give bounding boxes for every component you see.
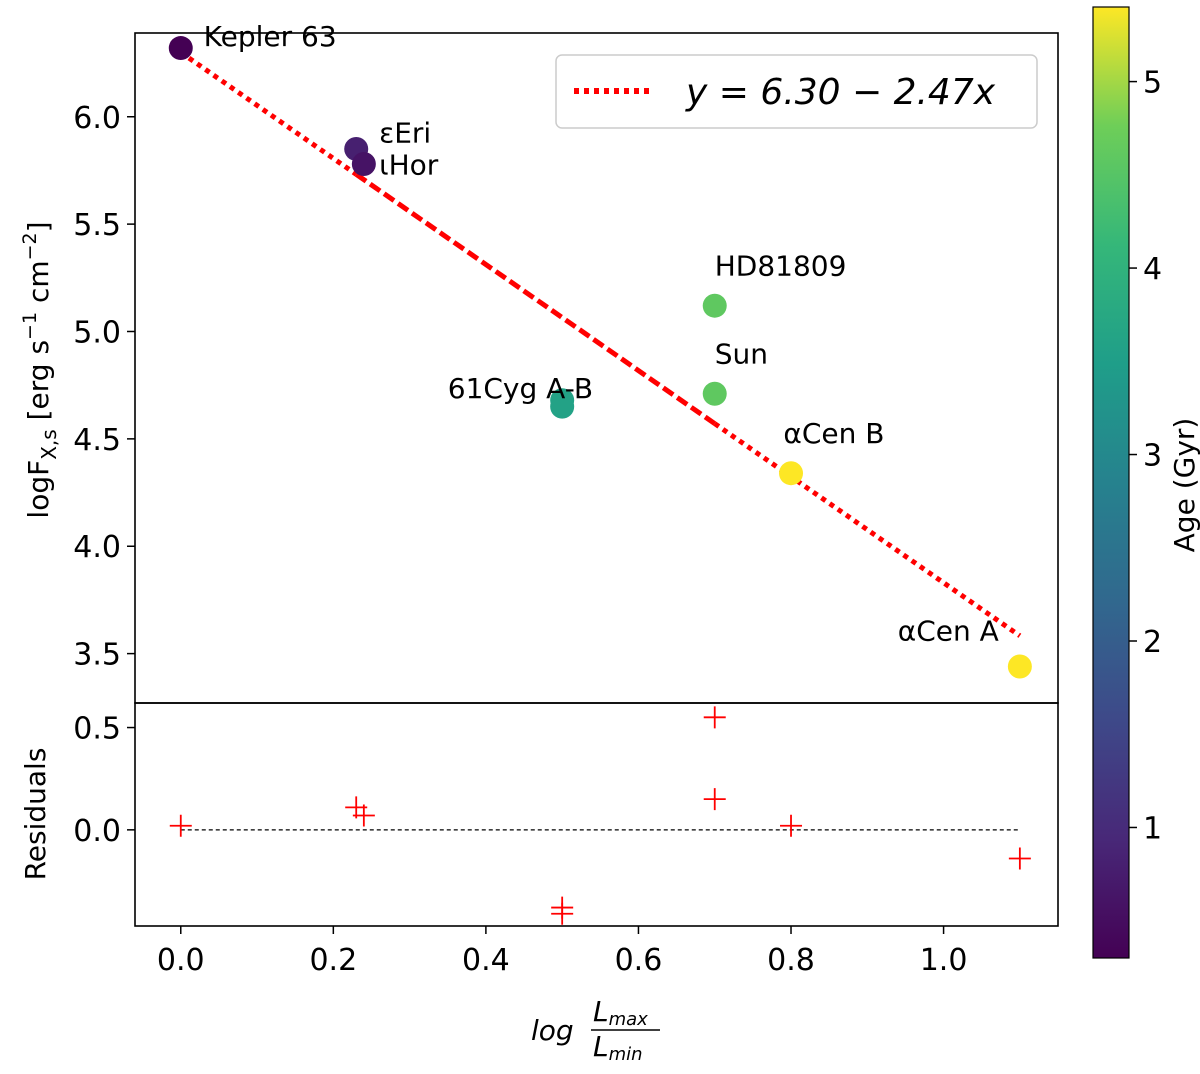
main-y-ticks: 3.5 4.0 4.5 5.0 5.5 6.0 (73, 101, 135, 673)
x-label: log Lmax Lmin (531, 995, 660, 1065)
colorbar-tick-label-2: 3 (1143, 439, 1162, 474)
point-label-3: 61Cyg A-B (448, 372, 593, 405)
residual-y-tick-label-0: 0.0 (73, 814, 121, 849)
residual-point-6 (703, 788, 726, 811)
x-tick-label-4: 0.8 (767, 943, 815, 978)
colorbar: 1 2 3 4 5 Age (Gyr) (1092, 6, 1200, 959)
residual-y-ticks: 0.0 0.5 (73, 712, 135, 849)
colorbar-label: Age (Gyr) (1168, 418, 1200, 553)
legend-label: y = 6.30 − 2.47x (685, 72, 996, 113)
data-point-8 (1007, 654, 1032, 679)
main-y-tick-label-5: 6.0 (73, 101, 121, 136)
data-point-5 (702, 293, 727, 318)
residual-y-tick-label-1: 0.5 (73, 712, 121, 747)
point-label-6: αCen B (783, 417, 884, 450)
data-point-2 (351, 151, 376, 176)
main-y-tick-label-2: 4.5 (73, 423, 121, 458)
colorbar-tick-label-1: 2 (1143, 625, 1162, 660)
colorbar-ticks: 1 2 3 4 5 (1129, 66, 1162, 846)
residual-y-label: Residuals (19, 748, 52, 881)
main-axes-frame (134, 32, 1059, 704)
residual-point-2 (352, 804, 375, 827)
x-ticks: 0.0 0.2 0.4 0.6 0.8 1.0 (157, 926, 968, 978)
legend: y = 6.30 − 2.47x (555, 54, 1038, 129)
data-point-7 (779, 461, 804, 486)
point-label-1: εEri (379, 117, 431, 150)
point-label-5: Sun (715, 338, 768, 371)
fit-line-segment-2 (713, 421, 1022, 638)
x-tick-label-3: 0.6 (615, 943, 663, 978)
main-y-tick-label-1: 4.0 (73, 530, 121, 565)
residual-point-7 (780, 814, 803, 837)
residual-point-5 (703, 706, 726, 729)
data-point-6 (702, 381, 727, 406)
fit-line-segment-0 (179, 50, 358, 177)
fit-line-segment-1 (354, 172, 717, 426)
residual-axes-frame (134, 702, 1059, 927)
colorbar-tick-label-0: 1 (1143, 811, 1162, 846)
residual-point-0 (169, 814, 192, 837)
legend-box (555, 54, 1038, 129)
residual-point-8 (1008, 847, 1031, 870)
x-label-denominator: Lmin (593, 1030, 643, 1065)
colorbar-tick-label-4: 5 (1143, 66, 1162, 101)
x-tick-label-5: 1.0 (920, 943, 968, 978)
data-point-0 (168, 36, 193, 61)
data-point-4 (550, 394, 575, 419)
x-label-numerator: Lmax (593, 995, 648, 1030)
residual-panel: 0.0 0.5 Residuals (19, 702, 1059, 927)
x-label-log: log (531, 1014, 574, 1047)
residual-points (169, 706, 1031, 925)
point-label-7: αCen A (898, 615, 999, 648)
point-label-4: HD81809 (715, 250, 847, 283)
residual-point-4 (551, 902, 574, 925)
main-y-tick-label-4: 5.5 (73, 208, 121, 243)
colorbar-gradient (1092, 6, 1130, 959)
main-y-tick-label-3: 5.0 (73, 315, 121, 350)
x-tick-label-1: 0.2 (309, 943, 357, 978)
fit-line (179, 50, 1022, 638)
colorbar-tick-label-3: 4 (1143, 252, 1162, 287)
point-label-2: ιHor (379, 149, 439, 182)
point-label-0: Kepler 63 (204, 20, 337, 53)
x-tick-label-2: 0.4 (462, 943, 510, 978)
main-points (168, 36, 1032, 679)
main-y-tick-label-0: 3.5 (73, 638, 121, 673)
main-y-label: logFX,s [erg s−1 cm−2] (19, 221, 61, 518)
x-tick-label-0: 0.0 (157, 943, 205, 978)
